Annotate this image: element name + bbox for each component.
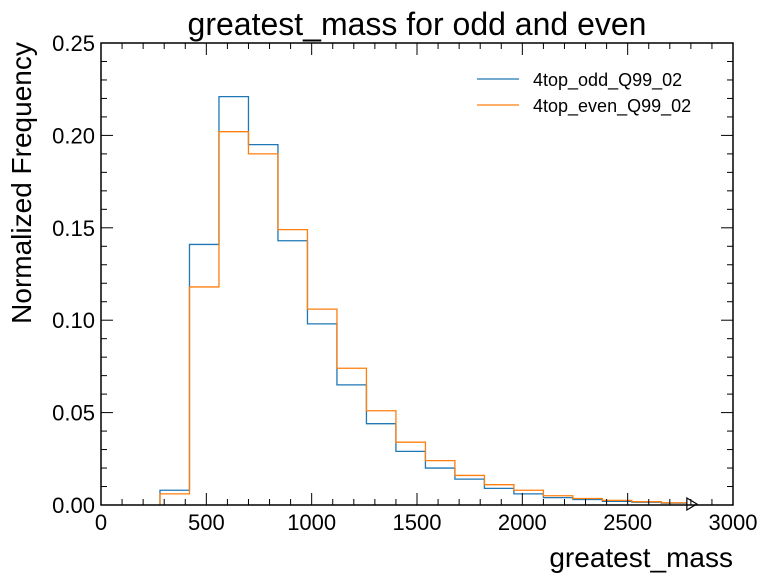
y-tick-label: 0.05 <box>52 401 95 426</box>
x-tick-label: 0 <box>95 510 107 535</box>
y-tick-label: 0.20 <box>52 123 95 148</box>
y-axis-label: Normalized Frequency <box>6 42 37 324</box>
x-tick-label: 3000 <box>709 510 758 535</box>
legend-label: 4top_even_Q99_02 <box>533 96 691 117</box>
legend-label: 4top_odd_Q99_02 <box>533 70 682 91</box>
x-tick-label: 2500 <box>603 510 652 535</box>
x-tick-label: 1000 <box>287 510 336 535</box>
y-tick-label: 0.15 <box>52 216 95 241</box>
series-line-2 <box>159 131 692 505</box>
y-tick-label: 0.25 <box>52 31 95 56</box>
x-tick-label: 2000 <box>498 510 547 535</box>
legend: 4top_odd_Q99_02 4top_even_Q99_02 <box>477 70 691 117</box>
x-tick-label: 500 <box>188 510 225 535</box>
y-tick-label: 0.10 <box>52 308 95 333</box>
overflow-marker <box>686 496 699 512</box>
y-tick-label: 0.00 <box>52 493 95 518</box>
plot-area: 0 500 1000 1500 2000 2500 3000 0.00 0.05 0.10 0.15… <box>52 31 757 535</box>
chart-title: greatest_mass for odd and even <box>188 6 647 42</box>
x-axis-label: greatest_mass <box>549 542 733 573</box>
x-tick-label: 1500 <box>393 510 442 535</box>
